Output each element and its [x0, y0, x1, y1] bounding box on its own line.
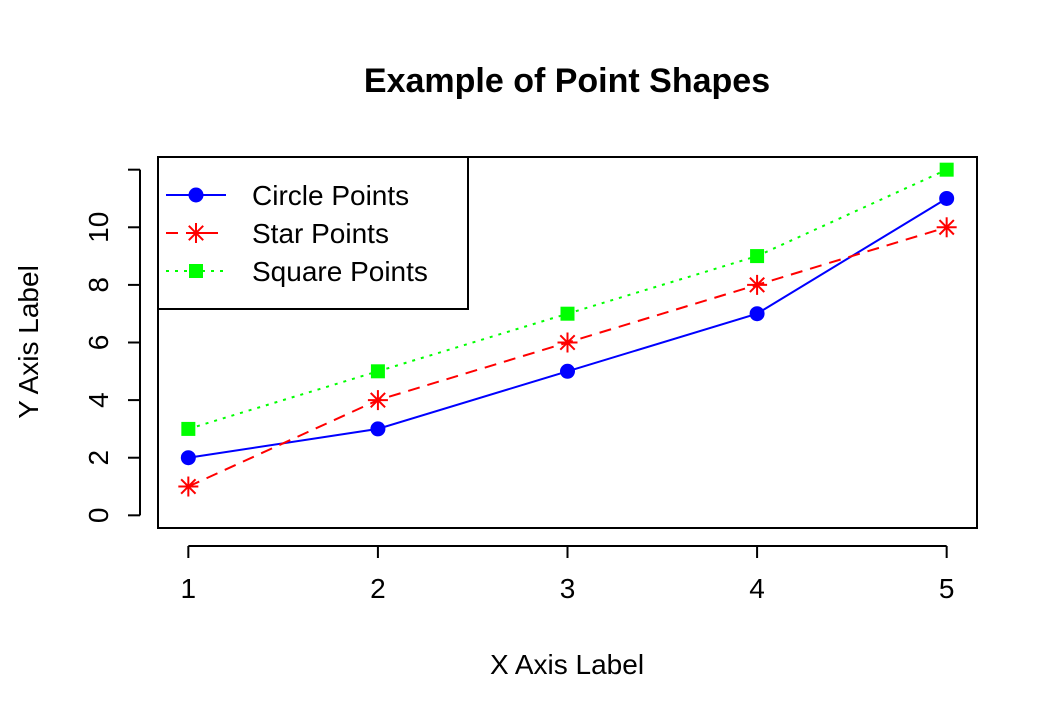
y-tick-label: 2 [83, 450, 114, 466]
legend-circle-icon [188, 187, 204, 203]
y-tick-label: 4 [83, 392, 114, 408]
y-tick-label: 10 [83, 212, 114, 243]
data-point-square [939, 162, 954, 177]
series-layer [178, 162, 957, 497]
legend-item-star: Star Points [166, 218, 389, 249]
x-axis: 1 2 3 4 5 [181, 545, 955, 604]
data-point-circle [939, 190, 955, 206]
x-tick-label: 4 [749, 573, 765, 604]
chart-title: Example of Point Shapes [364, 62, 770, 100]
legend: Circle Points Star Points Square Points [157, 156, 469, 310]
data-point-circle [180, 450, 196, 466]
y-tick-label: 8 [83, 277, 114, 293]
data-point-star [178, 476, 199, 497]
x-tick-label: 3 [560, 573, 576, 604]
x-tick-label: 5 [939, 573, 955, 604]
legend-item-square: Square Points [166, 256, 428, 287]
data-point-star [747, 274, 768, 295]
y-tick-label: 0 [83, 508, 114, 524]
series-circle [180, 190, 955, 466]
data-point-star [557, 332, 578, 353]
data-point-square [370, 364, 385, 379]
legend-star-icon [186, 223, 206, 243]
x-tick-label: 2 [370, 573, 386, 604]
x-tick-label: 1 [181, 573, 197, 604]
y-axis: 0 2 4 6 8 10 [83, 168, 141, 524]
x-axis-label: X Axis Label [490, 649, 644, 680]
data-point-circle [370, 421, 386, 437]
data-point-square [560, 306, 575, 321]
data-point-square [181, 421, 196, 436]
data-point-star [367, 390, 388, 411]
legend-label: Star Points [252, 218, 389, 249]
series-star [178, 217, 957, 497]
legend-square-icon [189, 264, 203, 278]
data-point-square [750, 249, 765, 264]
series-square [181, 162, 954, 436]
plot-area [157, 156, 978, 529]
data-point-circle [749, 306, 765, 322]
y-tick-label: 6 [83, 335, 114, 351]
data-point-circle [560, 363, 575, 379]
y-axis-label: Y Axis Label [13, 265, 44, 419]
data-point-star [936, 217, 957, 238]
legend-item-circle: Circle Points [166, 180, 409, 211]
legend-label: Circle Points [252, 180, 409, 211]
legend-label: Square Points [252, 256, 428, 287]
